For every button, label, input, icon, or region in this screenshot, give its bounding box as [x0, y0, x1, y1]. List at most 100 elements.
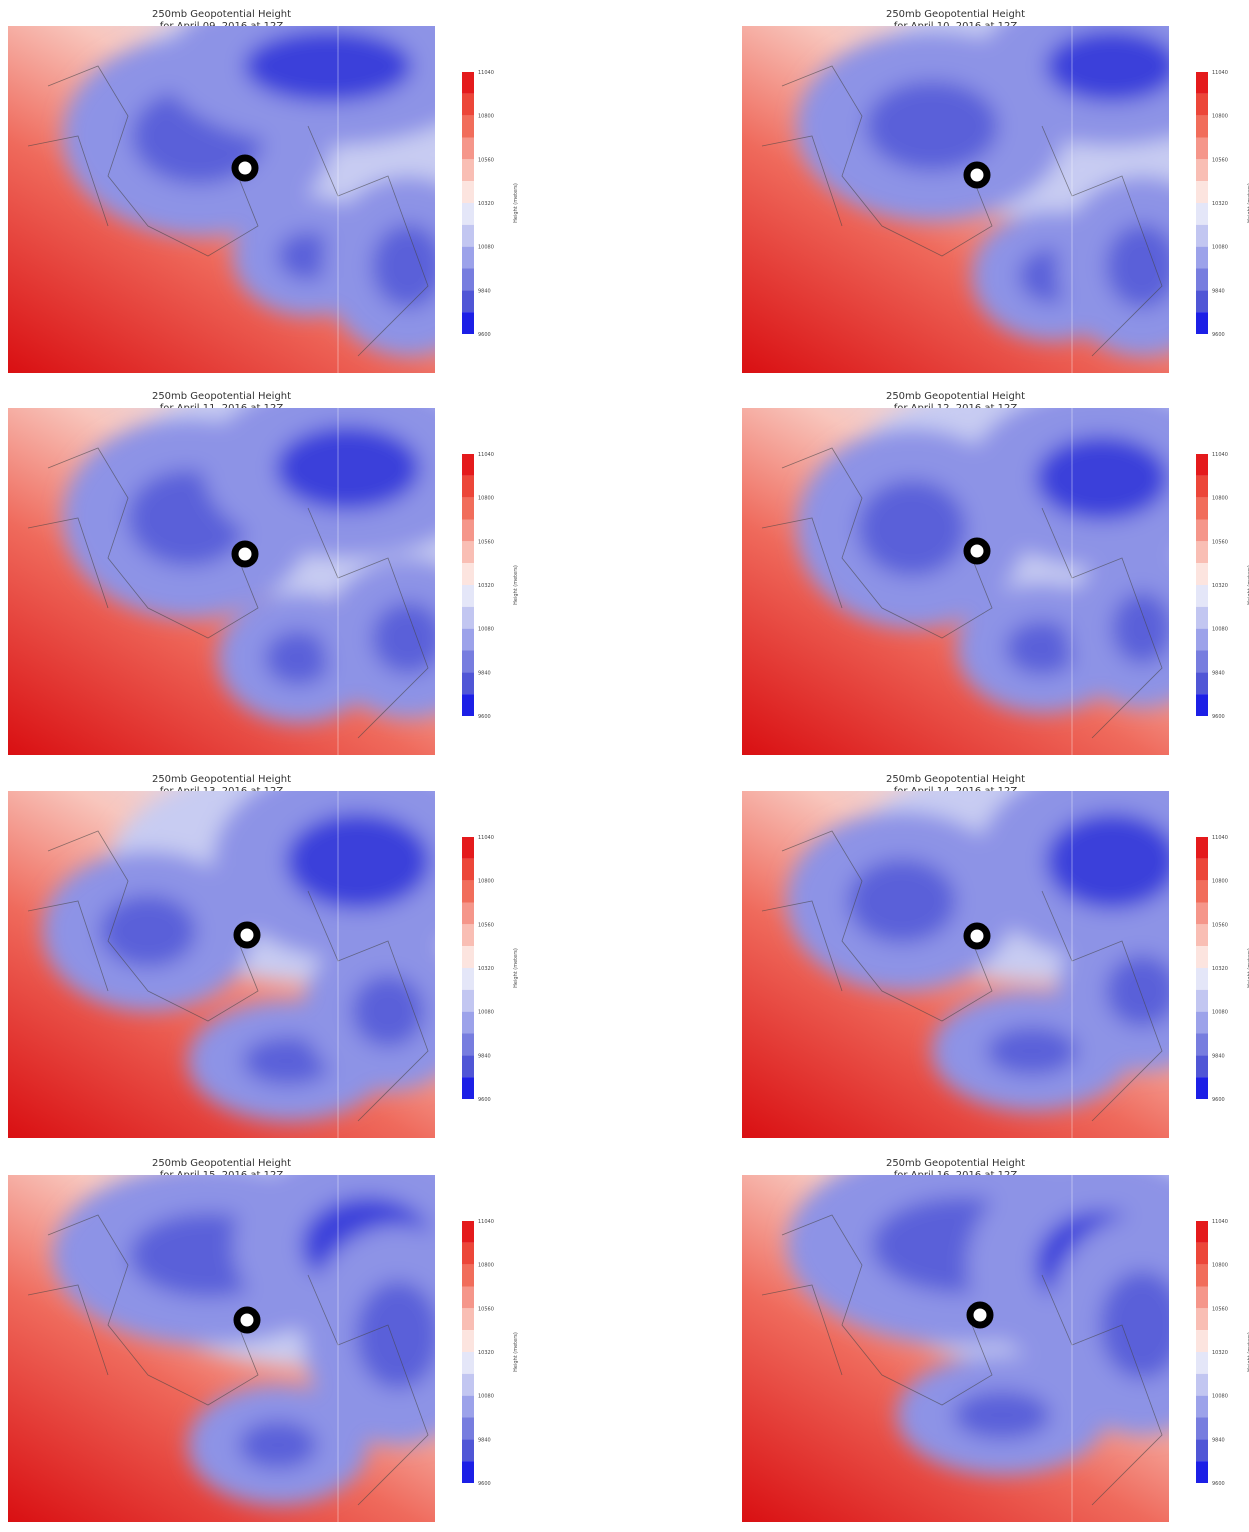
- colorbar-label: Height (meters): [513, 183, 519, 223]
- colorbar-band: [462, 454, 474, 476]
- colorbar-band: [1196, 475, 1208, 498]
- colorbar-band: [1196, 519, 1208, 542]
- contour-region: [372, 224, 435, 308]
- colorbar-band: [1196, 1033, 1208, 1056]
- colorbar-tick-label: 10320: [478, 1350, 494, 1356]
- colorbar-band: [1196, 946, 1208, 968]
- colorbar-band: [1196, 1221, 1208, 1243]
- colorbar-band: [1196, 880, 1208, 903]
- colorbar-tick-label: 10080: [478, 1394, 494, 1400]
- height-map: [742, 26, 1169, 373]
- contour-region: [239, 1421, 317, 1469]
- colorbar-band: [462, 880, 474, 903]
- colorbar-band: [1196, 454, 1208, 476]
- contour-region: [866, 81, 998, 171]
- colorbar-band: [462, 563, 474, 585]
- contour-region: [352, 975, 424, 1047]
- colorbar-tick-label: 10080: [1212, 1010, 1228, 1016]
- map-panel: 250mb Geopotential Heightfor April 13, 2…: [8, 768, 548, 1148]
- colorbar-band: [462, 1033, 474, 1056]
- location-marker: [231, 540, 259, 568]
- colorbar-band: [462, 312, 474, 334]
- colorbar-band: [462, 72, 474, 94]
- colorbar-band: [1196, 137, 1208, 160]
- colorbar-band: [1196, 181, 1208, 203]
- contour-region: [244, 30, 412, 102]
- colorbar-tick-label: 10320: [1212, 966, 1228, 972]
- colorbar-band: [1196, 650, 1208, 673]
- colorbar-tick-label: 11040: [1212, 835, 1228, 841]
- contours: [53, 1175, 435, 1505]
- colorbar-band: [462, 694, 474, 716]
- location-marker: [966, 1301, 994, 1329]
- colorbar-tick-label: 9600: [478, 714, 491, 720]
- contour-region: [1112, 592, 1169, 664]
- coastline: [27, 447, 429, 739]
- height-map: [8, 791, 435, 1138]
- colorbar-band: [462, 541, 474, 564]
- colorbar: 11040 10800 10560 10320 10080 9840 9600 Height …: [1196, 1219, 1249, 1487]
- colorbar-band: [462, 1077, 474, 1099]
- colorbar-band: [462, 268, 474, 291]
- colorbar-band: [1196, 159, 1208, 182]
- height-map: [742, 791, 1169, 1138]
- panel-title: 250mb Geopotential Height: [885, 774, 1026, 785]
- colorbar-band: [1196, 246, 1208, 269]
- colorbar-band: [462, 989, 474, 1012]
- colorbar-tick-label: 9600: [1212, 1481, 1225, 1487]
- contour-region: [356, 1281, 435, 1389]
- location-marker: [963, 537, 991, 565]
- panel-title: 250mb Geopotential Height: [885, 1158, 1026, 1169]
- location-marker: [233, 1306, 261, 1334]
- colorbar-band: [462, 224, 474, 247]
- colorbar-band: [462, 837, 474, 859]
- colorbar-band: [1196, 1395, 1208, 1418]
- contour-region: [243, 1037, 333, 1085]
- colorbar: 11040 10800 10560 10320 10080 9840 9600 Height …: [1196, 835, 1249, 1103]
- colorbar-band: [462, 924, 474, 947]
- colorbar-band: [462, 1286, 474, 1309]
- colorbar-tick-label: 9600: [1212, 1097, 1225, 1103]
- colorbar-tick-label: 9840: [1212, 670, 1225, 676]
- map-panel: 250mb Geopotential Heightfor April 09, 2…: [8, 3, 548, 383]
- colorbar-band: [1196, 1330, 1208, 1352]
- coastline: [761, 830, 1163, 1122]
- coastline: [761, 1214, 1163, 1506]
- colorbar-band: [1196, 1373, 1208, 1396]
- contours: [797, 26, 1169, 356]
- panel-title: 250mb Geopotential Height: [151, 9, 292, 20]
- colorbar-band: [462, 1417, 474, 1440]
- map-panel: 250mb Geopotential Heightfor April 12, 2…: [742, 385, 1249, 765]
- colorbar-band: [462, 1055, 474, 1078]
- colorbar: 11040 10800 10560 10320 10080 9840 9600 Height …: [462, 452, 519, 720]
- colorbar-band: [1196, 1264, 1208, 1287]
- height-map: [8, 408, 435, 755]
- colorbar-band: [1196, 563, 1208, 585]
- coastline: [761, 65, 1163, 357]
- colorbar-band: [462, 93, 474, 116]
- colorbar-band: [462, 115, 474, 138]
- colorbar-band: [462, 475, 474, 498]
- colorbar-label: Height (meters): [513, 565, 519, 605]
- colorbar-tick-label: 11040: [478, 452, 494, 458]
- colorbar-band: [462, 606, 474, 629]
- panel-title: 250mb Geopotential Height: [151, 774, 292, 785]
- colorbar-band: [462, 1308, 474, 1331]
- colorbar-tick-label: 10080: [1212, 245, 1228, 251]
- location-marker: [231, 154, 259, 182]
- colorbar-band: [1196, 902, 1208, 925]
- contour-region: [1106, 224, 1169, 308]
- colorbar-band: [1196, 837, 1208, 859]
- coastline: [27, 1214, 429, 1506]
- contours: [787, 791, 1169, 1111]
- colorbar-tick-label: 11040: [478, 1219, 494, 1225]
- colorbar-band: [462, 1264, 474, 1287]
- colorbar-tick-label: 10080: [478, 627, 494, 633]
- colorbar-tick-label: 11040: [1212, 70, 1228, 76]
- colorbar-band: [462, 902, 474, 925]
- colorbar-band: [462, 1461, 474, 1483]
- coastline: [27, 65, 429, 357]
- colorbar-band: [1196, 115, 1208, 138]
- colorbar: 11040 10800 10560 10320 10080 9840 9600 Height …: [462, 835, 519, 1103]
- colorbar-band: [462, 672, 474, 695]
